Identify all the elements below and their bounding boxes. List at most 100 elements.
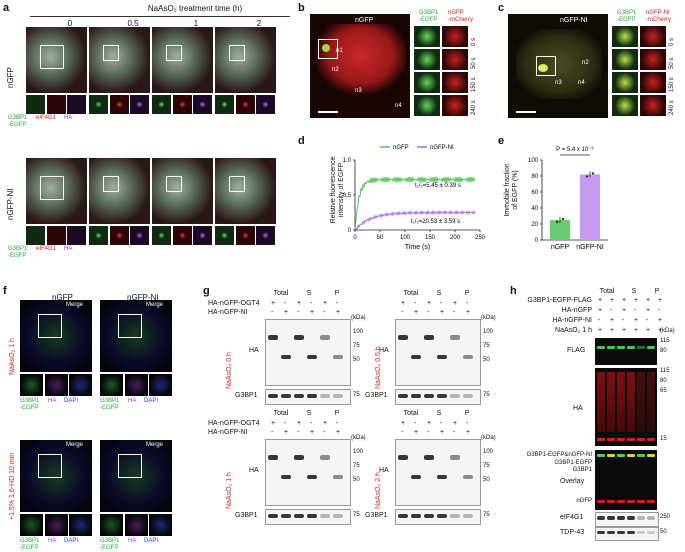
panel-g-mw2: 75 bbox=[483, 392, 490, 398]
panel-f-channel-image bbox=[100, 374, 123, 396]
panel-e-bar bbox=[580, 174, 600, 240]
panel-h-mw-ha: 15 bbox=[660, 436, 667, 442]
panel-f-zoom-box bbox=[38, 314, 62, 338]
panel-g-g3bp1-label: G3BP1 bbox=[365, 512, 388, 519]
panel-g-row2-label: HA-nGFP-NI bbox=[208, 429, 248, 436]
panel-h-flag-band bbox=[607, 346, 615, 349]
panel-h-overlay-label-1: G3BP1-EGFP&nGFP-NI bbox=[526, 452, 592, 458]
panel-h-sign: + bbox=[622, 297, 627, 304]
panel-f-channel-image bbox=[69, 374, 92, 396]
panel-f-legend-g3bp1: G3BP1 -EGFP bbox=[100, 398, 120, 411]
panel-h-overlay-band bbox=[627, 500, 635, 503]
panel-g-sign-row2: + bbox=[310, 309, 315, 316]
panel-h-ha-lane bbox=[637, 372, 645, 432]
panel-h-sign: + bbox=[646, 327, 651, 334]
panel-g-g3bp1-band bbox=[294, 514, 304, 518]
panel-f-legend-g3bp1: G3BP1 -EGFP bbox=[20, 398, 40, 411]
panel-h-sign: - bbox=[622, 317, 625, 324]
panel-f-zoom-box bbox=[118, 454, 142, 478]
panel-c-image bbox=[508, 14, 608, 118]
panel-h-eif4g1-band bbox=[617, 516, 625, 520]
panel-a-main-image bbox=[26, 158, 87, 224]
panel-g-g3bp1-band bbox=[307, 514, 317, 518]
panel-g-ha-band bbox=[268, 335, 278, 340]
panel-h-overlay-band bbox=[607, 454, 615, 457]
panel-g-g3bp1-band bbox=[333, 394, 343, 398]
panel-d-xtick-label: 150 bbox=[425, 235, 436, 241]
panel-h-ha-band bbox=[617, 438, 625, 441]
panel-g-sign-row1: - bbox=[414, 300, 417, 307]
panel-e-ytick-label: 40 bbox=[531, 206, 538, 212]
panel-h-overlay-band bbox=[637, 454, 645, 457]
panel-a-main-image bbox=[26, 27, 87, 93]
panel-h-eif4g1-band bbox=[647, 516, 655, 520]
frap-time-label: 150 s bbox=[669, 77, 675, 92]
panel-h-sign: + bbox=[646, 307, 651, 314]
panel-a-channel-image bbox=[152, 95, 171, 114]
panel-d-label: d bbox=[298, 135, 305, 147]
frap-green-frame bbox=[414, 26, 440, 47]
panel-h-sign: + bbox=[598, 307, 603, 314]
frap-green-frame bbox=[612, 49, 638, 70]
panel-h-flag-blot bbox=[595, 338, 657, 365]
panel-g-fraction-header: P bbox=[334, 290, 340, 297]
panel-g-ha-band bbox=[437, 475, 447, 479]
panel-a-channel-image bbox=[256, 95, 275, 114]
panel-g-ha-band bbox=[424, 335, 434, 340]
panel-c-col2: nGFP-NI -mCherry bbox=[646, 10, 671, 23]
panel-g-g3bp1-band bbox=[437, 394, 447, 398]
panel-b-label: b bbox=[298, 2, 305, 14]
panel-h-mw-tdp: 50 bbox=[660, 529, 667, 535]
panel-g-g3bp1-band bbox=[450, 514, 460, 518]
panel-g-mw: 75 bbox=[353, 343, 360, 349]
panel-g-mw: 50 bbox=[353, 477, 360, 483]
frap-red-frame bbox=[640, 49, 666, 70]
panel-g-row2-label: HA-nGFP-NI bbox=[208, 309, 248, 316]
panel-a-main-image bbox=[89, 27, 150, 93]
panel-h-eif4g1-band bbox=[597, 516, 605, 520]
panel-g-g3bp1-band bbox=[411, 394, 421, 398]
frap-green-frame bbox=[612, 72, 638, 93]
panel-g-ha-band bbox=[424, 455, 434, 460]
panel-a-channel-image bbox=[46, 226, 66, 245]
panel-h-fraction-header: S bbox=[631, 288, 637, 295]
panel-a-channel-image bbox=[26, 226, 45, 245]
panel-h-eif4g1-band bbox=[627, 516, 635, 520]
panel-g-g3bp1-label: G3BP1 bbox=[365, 392, 388, 399]
panel-a-channel-image bbox=[215, 226, 234, 245]
panel-b-n2: n2 bbox=[332, 67, 339, 73]
panel-d-chart: 0 50 100 150 200 250 0 0.5 1.0 nGFP nGFP-NI t₁/₂=5.… bbox=[343, 145, 486, 251]
panel-a-channel-image bbox=[172, 226, 192, 245]
panel-f-channel-image bbox=[149, 514, 172, 536]
panel-f-legend-ha: HA bbox=[48, 398, 57, 404]
panel-g-sign-row2: - bbox=[427, 309, 430, 316]
panel-f-channel-image bbox=[44, 374, 68, 396]
panel-a-time: 2 bbox=[256, 19, 262, 28]
panel-g-ha-band bbox=[320, 455, 330, 460]
panel-h-fraction-header: Total bbox=[599, 288, 615, 295]
panel-g-ha-band bbox=[398, 455, 408, 460]
panel-g-sign-row1: + bbox=[271, 420, 276, 427]
panel-g-sign-row1: + bbox=[297, 420, 302, 427]
panel-e-ytick-label: 80 bbox=[531, 174, 538, 180]
panel-f-merge-label: Merge bbox=[146, 442, 164, 448]
panel-b-col1: G3BP1 -EGFP bbox=[419, 10, 439, 23]
panel-g-ha-band bbox=[281, 475, 291, 479]
panel-g-sign-row2: - bbox=[453, 429, 456, 436]
panel-g-fraction-header: P bbox=[464, 410, 470, 417]
panel-f-channel-image bbox=[44, 514, 68, 536]
panel-g-fraction-header: S bbox=[306, 410, 312, 417]
panel-h-sign: + bbox=[658, 327, 663, 334]
panel-g-g3bp1-band bbox=[398, 514, 408, 518]
panel-g-sign-row2: + bbox=[284, 429, 289, 436]
panel-f-zoom-box bbox=[118, 314, 142, 338]
panel-a-zoom-box bbox=[229, 45, 245, 61]
panel-a-channel-image bbox=[109, 226, 129, 245]
panel-g-g3bp1-band bbox=[268, 514, 278, 518]
panel-e-ytick-label: 20 bbox=[531, 222, 538, 228]
frap-red-frame bbox=[442, 95, 468, 116]
panel-c-n3: n3 bbox=[555, 80, 562, 86]
panel-d-xtick-label: 250 bbox=[475, 235, 486, 241]
panel-a-channel-image bbox=[26, 95, 45, 114]
panel-h-overlay-label-3: G3BP1 bbox=[572, 467, 592, 473]
